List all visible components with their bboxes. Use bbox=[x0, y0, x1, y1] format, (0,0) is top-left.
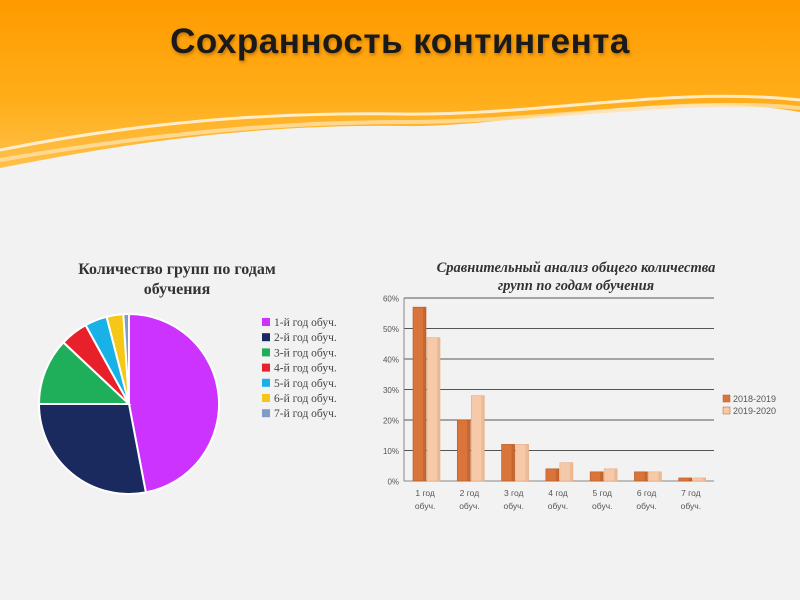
bar-title-line: Сравнительный анализ общего количества bbox=[437, 260, 716, 276]
bar-y-tick-label: 60% bbox=[383, 295, 399, 304]
bar-shade bbox=[658, 471, 662, 481]
pie-slice-2 bbox=[37, 403, 148, 495]
bar-x-tick-label: 6 год bbox=[637, 488, 657, 498]
bar-x-tick-label: обуч. bbox=[503, 501, 523, 511]
bar-shade bbox=[688, 477, 692, 481]
pie-legend-swatch bbox=[262, 409, 270, 418]
bar-y-tick-label: 0% bbox=[387, 478, 399, 487]
bar-shade bbox=[467, 420, 471, 481]
bar-shade bbox=[569, 462, 573, 481]
bar-shade bbox=[614, 468, 618, 481]
bar-shade bbox=[437, 337, 440, 481]
bar-shade bbox=[481, 395, 485, 481]
pie-title-line: обучения bbox=[144, 281, 211, 298]
header-background bbox=[0, 0, 800, 168]
pie-chart: Количество групп по годам обучения 1-й год… bbox=[37, 261, 337, 495]
bar-y-tick-label: 30% bbox=[383, 386, 399, 395]
pie-legend-label: 2-й год обуч. bbox=[274, 332, 337, 344]
pie-legend-swatch bbox=[262, 318, 270, 326]
pie-legend-label: 6-й год обуч. bbox=[274, 393, 337, 405]
pie-legend-swatch bbox=[262, 378, 270, 387]
pie-legend-swatch bbox=[262, 333, 270, 342]
bar-x-tick-label: обуч. bbox=[415, 501, 435, 511]
bar-legend-label: 2019-2020 bbox=[733, 406, 776, 416]
pie-slice-3 bbox=[37, 340, 132, 405]
pie-legend-label: 4-й год обуч. bbox=[274, 363, 337, 375]
pie-legend-swatch bbox=[262, 394, 270, 402]
bar-legend-swatch bbox=[722, 394, 731, 403]
bar-x-tick-label: 2 год bbox=[460, 488, 480, 498]
bar-x-tick-label: обуч. bbox=[592, 501, 612, 511]
slide-title: Сохранность контингента bbox=[170, 22, 630, 61]
bar-shade bbox=[525, 444, 529, 481]
bar-shade bbox=[511, 444, 515, 481]
bar-x-tick-label: 3 год bbox=[504, 488, 524, 498]
pie-title-line: Количество групп по годам bbox=[78, 261, 276, 278]
pie-legend-swatch bbox=[262, 348, 270, 357]
bar-shade bbox=[702, 477, 706, 481]
bar-x-tick-label: 5 год bbox=[593, 488, 613, 498]
bar-y-tick-label: 50% bbox=[383, 325, 399, 334]
pie-legend-label: 7-й год обуч. bbox=[274, 408, 337, 420]
bar-legend-label: 2018-2019 bbox=[733, 394, 776, 404]
bar-title-line: групп по годам обучения bbox=[498, 278, 654, 294]
pie-legend-label: 1-й год обуч. bbox=[274, 317, 337, 329]
pie-slice-7 bbox=[122, 312, 130, 405]
bar-legend-swatch bbox=[722, 406, 731, 415]
pie-legend-label: 3-й год обуч. bbox=[274, 347, 337, 359]
bar-x-tick-label: обуч. bbox=[548, 501, 568, 511]
pie-slice-1 bbox=[128, 312, 221, 494]
bar-y-tick-label: 10% bbox=[383, 447, 399, 456]
bar-shade bbox=[423, 307, 426, 481]
bar-y-tick-label: 40% bbox=[383, 356, 399, 365]
bar-y-tick-label: 20% bbox=[383, 417, 399, 426]
pie-legend-swatch bbox=[262, 363, 270, 372]
pie-legend-label: 5-й год обуч. bbox=[274, 378, 337, 390]
bar-x-tick-label: обуч. bbox=[459, 501, 479, 511]
bar-shade bbox=[555, 468, 559, 481]
bar-shade bbox=[644, 471, 648, 481]
bar-x-tick-label: 7 год bbox=[681, 488, 701, 498]
bar-chart: Сравнительный анализ общего количества гр… bbox=[383, 260, 776, 511]
bar-x-tick-label: 1 год bbox=[415, 488, 435, 498]
bar-x-tick-label: обуч. bbox=[681, 501, 701, 511]
bar-x-tick-label: 4 год bbox=[548, 488, 568, 498]
bar-shade bbox=[600, 471, 604, 481]
bar-x-tick-label: обуч. bbox=[636, 501, 656, 511]
